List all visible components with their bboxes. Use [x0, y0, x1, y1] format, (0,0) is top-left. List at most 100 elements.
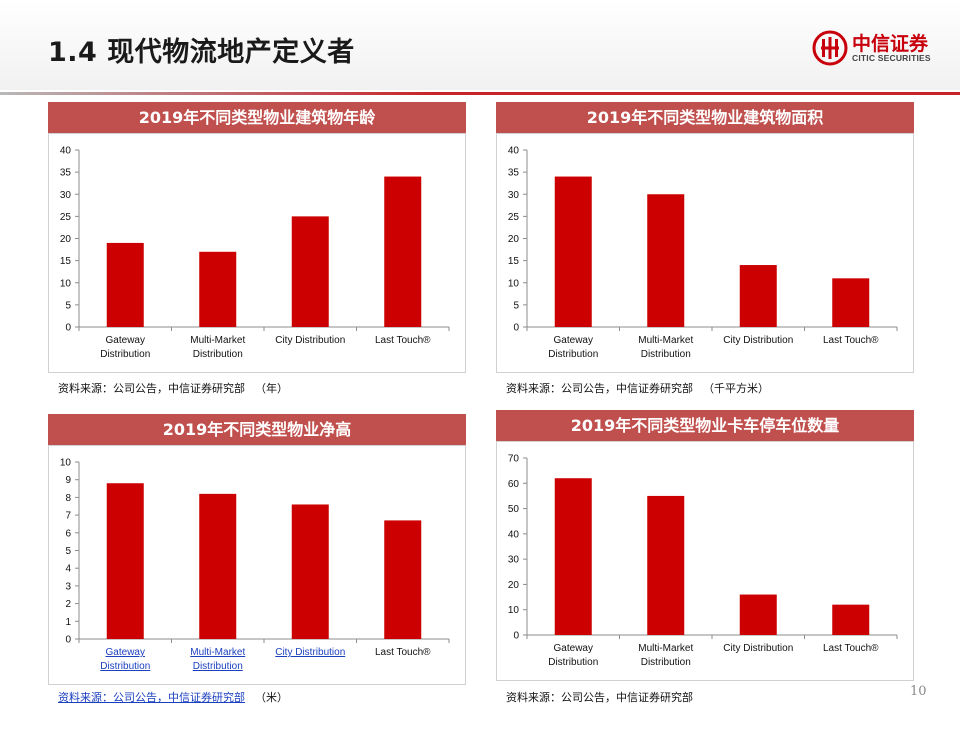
x-category-label: Gateway — [106, 335, 145, 346]
source-link[interactable]: 资料来源：公司公告，中信证券研究部 — [58, 691, 245, 704]
x-category-label: Distribution — [641, 657, 691, 668]
x-category-label: Gateway — [106, 647, 145, 658]
y-tick-label: 6 — [65, 528, 71, 539]
y-tick-label: 30 — [508, 555, 520, 566]
chart-panel-truck-parking: 2019年不同类型物业卡车停车位数量 0 10 20 30 40 50 60 70 Gatewa… — [496, 410, 914, 681]
y-tick-label: 4 — [65, 564, 71, 575]
y-tick-label: 5 — [513, 300, 519, 311]
y-tick-label: 15 — [60, 256, 72, 267]
y-tick-label: 15 — [508, 256, 520, 267]
bar — [647, 495, 685, 635]
chart-title: 2019年不同类型物业建筑物年龄 — [48, 102, 466, 133]
citic-emblem-icon — [812, 30, 848, 66]
source-note[interactable]: 资料来源：公司公告，中信证券研究部 （米） — [58, 689, 288, 705]
y-tick-label: 40 — [60, 146, 72, 157]
chart-title: 2019年不同类型物业建筑物面积 — [496, 102, 914, 133]
bar — [199, 251, 237, 327]
bar — [832, 604, 870, 635]
x-category-label: City Distribution — [723, 643, 793, 654]
bar — [739, 594, 777, 635]
y-tick-label: 60 — [508, 479, 520, 490]
citic-logo: 中信证券 CITIC SECURITIES — [812, 30, 948, 66]
bar — [554, 478, 592, 635]
plot-area: 0 5 10 15 20 25 30 35 40 Gateway Distribution Multi… — [48, 133, 466, 373]
header-divider — [0, 92, 960, 95]
y-tick-label: 10 — [508, 278, 520, 289]
chart-title: 2019年不同类型物业净高 — [48, 414, 466, 445]
source-text: 资料来源：公司公告，中信证券研究部 — [58, 382, 245, 395]
x-category-label: Distribution — [641, 349, 691, 360]
x-category-label: Multi-Market — [190, 335, 245, 346]
source-note: 资料来源：公司公告，中信证券研究部 （千平方米） — [506, 380, 769, 396]
bar — [106, 483, 144, 639]
x-category-label: Gateway — [554, 335, 593, 346]
page-title: 1.4 现代物流地产定义者 — [48, 37, 355, 68]
bar-chart-building-area: 0 5 10 15 20 25 30 35 40 Gateway Distribution Multi… — [508, 146, 898, 360]
y-tick-label: 0 — [65, 635, 71, 646]
y-tick-label: 35 — [60, 168, 72, 179]
plot-area: 0 5 10 15 20 25 30 35 40 Gateway Distribution Multi… — [496, 133, 914, 373]
y-tick-label: 25 — [508, 212, 520, 223]
x-category-label: Distribution — [193, 349, 243, 360]
bar — [739, 265, 777, 327]
y-tick-label: 5 — [65, 300, 71, 311]
y-tick-label: 0 — [513, 323, 519, 334]
y-tick-label: 40 — [508, 529, 520, 540]
y-tick-label: 5 — [65, 546, 71, 557]
x-category-label: Distribution — [193, 661, 243, 672]
bar-chart-truck-parking: 0 10 20 30 40 50 60 70 Gateway Distribution Multi-… — [508, 454, 898, 668]
y-tick-label: 20 — [60, 234, 72, 245]
y-tick-label: 8 — [65, 493, 71, 504]
y-tick-label: 40 — [508, 146, 520, 157]
bar — [291, 504, 329, 639]
x-category-label: Last Touch® — [375, 335, 431, 346]
logo-text-en: CITIC SECURITIES — [852, 53, 931, 63]
y-tick-label: 25 — [60, 212, 72, 223]
source-text: 资料来源：公司公告，中信证券研究部 — [506, 691, 693, 704]
y-tick-label: 10 — [60, 278, 72, 289]
x-category-label: Distribution — [100, 349, 150, 360]
logo-text-cn: 中信证券 — [852, 33, 929, 55]
x-category-label: Distribution — [548, 349, 598, 360]
unit-label: （千平方米） — [703, 382, 769, 395]
y-tick-label: 20 — [508, 234, 520, 245]
x-category-label: Multi-Market — [638, 643, 693, 654]
bar — [647, 194, 685, 327]
bar — [291, 216, 329, 327]
plot-area: 0 1 2 3 4 5 6 7 8 9 10 Gateway Distribution Multi-Mar… — [48, 445, 466, 685]
chart-panel-building-age: 2019年不同类型物业建筑物年龄 0 5 10 15 20 25 30 35 40 Gateway… — [48, 102, 466, 373]
y-tick-label: 35 — [508, 168, 520, 179]
x-category-label: Last Touch® — [823, 643, 879, 654]
plot-area: 0 10 20 30 40 50 60 70 Gateway Distribution Multi-… — [496, 441, 914, 681]
x-category-label: City Distribution — [275, 335, 345, 346]
bar — [384, 520, 422, 639]
x-category-label: Last Touch® — [823, 335, 879, 346]
y-tick-label: 9 — [65, 475, 71, 486]
x-category-label: City Distribution — [275, 647, 345, 658]
y-tick-label: 30 — [508, 190, 520, 201]
chart-panel-clear-height: 2019年不同类型物业净高 0 1 2 3 4 5 6 7 8 9 10 Gateway Distrib… — [48, 414, 466, 685]
source-note: 资料来源：公司公告，中信证券研究部 — [506, 689, 703, 705]
bar-chart-clear-height: 0 1 2 3 4 5 6 7 8 9 10 Gateway Distribution Multi-Mar… — [60, 458, 450, 672]
bar — [199, 493, 237, 639]
y-tick-label: 3 — [65, 581, 71, 592]
x-category-label: Distribution — [548, 657, 598, 668]
y-tick-label: 1 — [65, 617, 71, 628]
chart-title: 2019年不同类型物业卡车停车位数量 — [496, 410, 914, 441]
y-tick-label: 7 — [65, 511, 71, 522]
bar — [554, 176, 592, 327]
bar-chart-building-age: 0 5 10 15 20 25 30 35 40 Gateway Distribution Multi… — [60, 146, 450, 360]
x-category-label: City Distribution — [723, 335, 793, 346]
y-tick-label: 20 — [508, 580, 520, 591]
slide-header — [0, 0, 960, 90]
bar — [384, 176, 422, 327]
bar — [832, 278, 870, 327]
x-category-label: Multi-Market — [190, 647, 245, 658]
y-tick-label: 50 — [508, 504, 520, 515]
x-category-label: Gateway — [554, 643, 593, 654]
x-category-label: Distribution — [100, 661, 150, 672]
y-tick-label: 2 — [65, 599, 71, 610]
y-tick-label: 10 — [508, 605, 520, 616]
source-text: 资料来源：公司公告，中信证券研究部 — [506, 382, 693, 395]
x-category-label: Multi-Market — [638, 335, 693, 346]
